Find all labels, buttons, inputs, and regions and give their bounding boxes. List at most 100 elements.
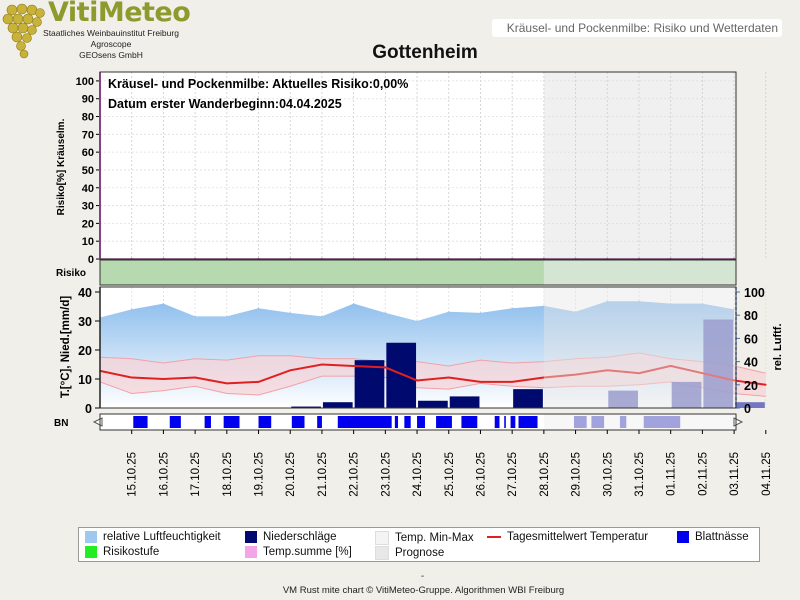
precip-bar: [735, 402, 765, 408]
mean-temp-point: [701, 372, 704, 375]
mean-temp-point: [606, 369, 609, 372]
x-tick-label: 31.10.25: [634, 452, 646, 497]
precip-bar: [291, 406, 321, 408]
panel-border: [99, 413, 737, 431]
leaf-wetness-segment: [573, 416, 587, 428]
humidity-point: [289, 312, 291, 314]
temp-precip-axis-label: T.[°C], Nied.[mm/d]: [60, 296, 72, 399]
partner-name-2: GEOsens GmbH: [79, 50, 143, 60]
mean-temp-point: [733, 379, 735, 382]
temp-tick-label: 10: [78, 373, 92, 387]
humidity-point: [162, 303, 165, 305]
leaf-wetness-segment: [317, 416, 322, 428]
humidity-point: [670, 303, 672, 305]
x-tick-label: 19.10.25: [254, 452, 266, 497]
x-tick-label: 17.10.25: [190, 452, 202, 497]
humidity-point: [194, 315, 196, 317]
leaf-wetness-segment: [204, 416, 211, 428]
leaf-wetness-segment: [394, 416, 399, 428]
chart-subtitle: Kräusel- und Pockenmilbe: Risiko und Wet…: [492, 19, 782, 37]
humidity-point: [131, 308, 133, 310]
chart-legend: relative Luftfeuchtigkeit Niederschläge Te…: [78, 527, 760, 562]
legend-label: Prognose: [395, 547, 445, 559]
mean-temp-point: [511, 381, 513, 383]
bn-label: BN: [54, 418, 68, 429]
x-tick-label: 03.11.25: [729, 452, 741, 496]
institute-name: Staatliches Weinbauinstitut Freiburg: [43, 28, 179, 38]
leaf-wetness-segment: [436, 416, 452, 428]
leaf-wetness-segment: [619, 416, 627, 428]
humidity-tick-label: 0: [744, 402, 751, 416]
humidity-point: [701, 303, 703, 305]
leaf-wetness-segment: [518, 416, 538, 428]
mean-temp-point: [669, 365, 672, 367]
precip-bar: [322, 402, 353, 408]
humidity-point: [543, 305, 545, 307]
leaf-wetness-segment: [461, 416, 478, 428]
footer-credit: VM Rust mite chart © VitiMeteo-Gruppe. A…: [282, 585, 565, 596]
legend-item: Temp.summe [%]: [245, 546, 352, 558]
scroll-left-arrow: [92, 417, 103, 427]
humidity-tick-label: 100: [744, 286, 765, 300]
leaf-wetness-segment: [494, 416, 500, 428]
precip-bar: [608, 390, 638, 408]
mean-temp-point: [321, 363, 323, 366]
migration-date-text: Datum erster Wanderbeginn:04.04.2025: [108, 97, 342, 111]
precip-bar: [386, 342, 417, 408]
humidity-point: [574, 311, 577, 313]
leaf-wetness-segment: [337, 416, 392, 428]
x-tick-label: 16.10.25: [158, 452, 170, 497]
brand-name: VitiMeteo: [48, 0, 191, 28]
x-tick-label: 22.10.25: [349, 452, 361, 497]
mean-temp-point: [384, 366, 387, 369]
mean-temp-point: [416, 379, 418, 382]
chart-area: 0 10 20 30 40 50 60 70 80 90 100 0 10 20 30 40 0 20 40 60 80…: [54, 71, 784, 497]
mean-temp-point: [226, 382, 228, 385]
mean-temp-point: [352, 365, 355, 367]
vitimeteo-logo: VitiMeteo Staatliches Weinbauinstitut Fr…: [0, 0, 191, 64]
x-tick-label: 02.11.25: [697, 452, 709, 496]
current-risk-text: Kräusel- und Pockenmilbe: Aktuelles Risi…: [108, 77, 408, 91]
panel-border: [99, 259, 737, 286]
x-tick-label: 24.10.25: [412, 452, 424, 497]
legend-item: Temp. Min-Max: [375, 531, 474, 545]
temp-min-line: [99, 375, 766, 397]
leaf-wetness-segment: [258, 416, 272, 428]
legend-label: relative Luftfeuchtigkeit: [103, 531, 221, 543]
humidity-point: [257, 307, 260, 309]
leaf-wetness-segment: [510, 416, 516, 428]
panel-border: [99, 71, 737, 260]
legend-swatch: [375, 546, 389, 560]
mean-temp-point: [289, 369, 292, 372]
forecast-shade-risk: [543, 72, 736, 259]
leaf-wetness-segment: [133, 416, 148, 428]
x-tick-label: 30.10.25: [602, 452, 614, 497]
x-tick-label: 25.10.25: [444, 452, 456, 497]
legend-swatch: [245, 546, 257, 558]
legend-item: Niederschläge: [245, 531, 337, 543]
page-title: Gottenheim: [372, 42, 478, 63]
humidity-point: [353, 303, 355, 305]
legend-label: Blattnässe: [695, 531, 749, 543]
legend-item: relative Luftfeuchtigkeit: [85, 531, 221, 543]
risk-tick-label: 0: [88, 254, 94, 266]
forecast-shade-bn: [543, 414, 736, 430]
legend-label: Tagesmittelwert Temperatur: [507, 531, 649, 543]
risk-tick-label: 50: [82, 165, 94, 177]
humidity-point: [638, 300, 640, 302]
leaf-wetness-segment: [404, 416, 411, 428]
legend-item: Risikostufe: [85, 546, 159, 558]
humidity-point: [384, 312, 386, 314]
temp-tick-label: 40: [78, 286, 92, 300]
x-tick-label: 04.11.25: [761, 452, 773, 496]
x-tick-label: 27.10.25: [507, 452, 519, 497]
humidity-point: [606, 300, 608, 302]
legend-item: Prognose: [375, 546, 444, 560]
risk-tick-label: 70: [82, 129, 94, 141]
legend-swatch: [85, 531, 97, 543]
legend-swatch: [487, 536, 501, 538]
mean-temp-point: [194, 376, 196, 379]
temp-max-line: [99, 352, 766, 374]
mean-temp-point: [764, 384, 767, 386]
mean-temp-point: [447, 376, 450, 379]
